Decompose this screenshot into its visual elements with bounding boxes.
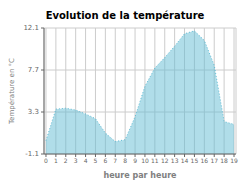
svg-text:14: 14 — [181, 157, 189, 164]
svg-text:4: 4 — [84, 157, 88, 164]
svg-text:11: 11 — [151, 157, 159, 164]
svg-text:2: 2 — [64, 157, 68, 164]
svg-text:18: 18 — [220, 157, 228, 164]
svg-text:12: 12 — [161, 157, 169, 164]
svg-text:16: 16 — [201, 157, 209, 164]
svg-text:10: 10 — [141, 157, 149, 164]
svg-text:17: 17 — [210, 157, 218, 164]
svg-text:8: 8 — [123, 157, 127, 164]
svg-text:5: 5 — [94, 157, 98, 164]
svg-text:1: 1 — [54, 157, 58, 164]
svg-text:6: 6 — [103, 157, 107, 164]
svg-text:9: 9 — [133, 157, 137, 164]
svg-text:13: 13 — [171, 157, 179, 164]
svg-text:heure par heure: heure par heure — [103, 171, 177, 180]
svg-text:-1.1: -1.1 — [25, 150, 39, 158]
svg-text:Température en °C: Température en °C — [8, 58, 16, 125]
svg-text:0: 0 — [44, 157, 48, 164]
html-text:Evolution de la température: Evolution de la température — [45, 10, 205, 21]
svg-text:7.7: 7.7 — [28, 66, 39, 74]
svg-text:7: 7 — [113, 157, 117, 164]
svg-text:12.1: 12.1 — [23, 24, 39, 32]
svg-text:15: 15 — [191, 157, 199, 164]
svg-text:19: 19 — [230, 157, 238, 164]
svg-text:3: 3 — [74, 157, 78, 164]
svg-text:3.3: 3.3 — [28, 108, 39, 116]
